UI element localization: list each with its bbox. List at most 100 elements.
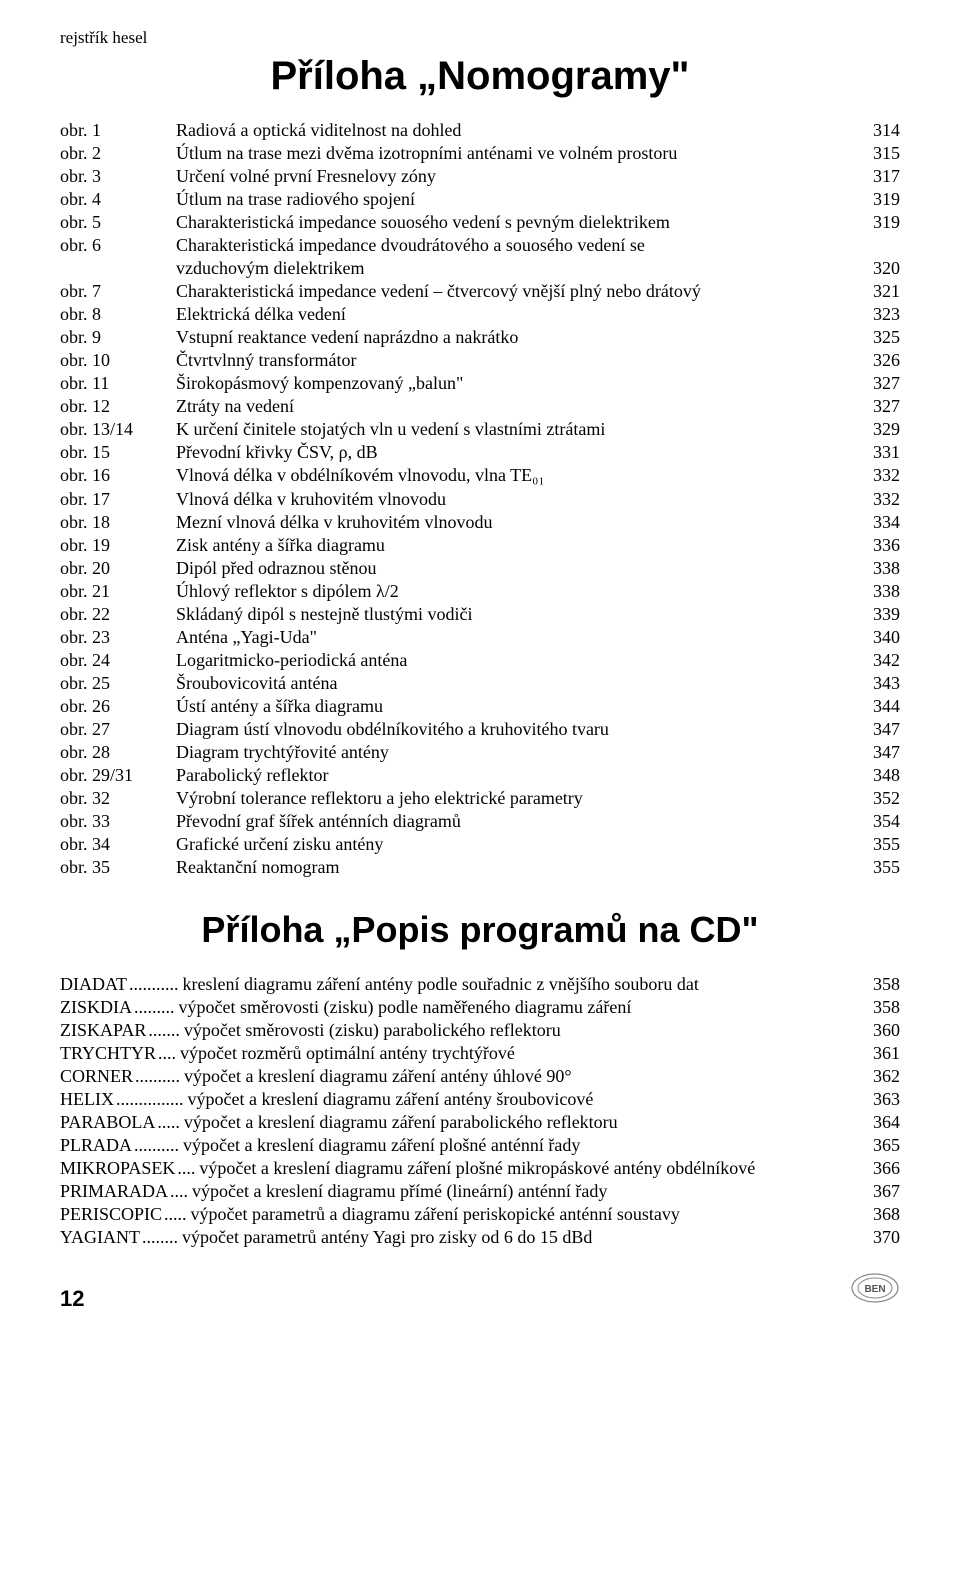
toc-key: obr. 13/14 [60, 418, 176, 441]
program-page: 358 [856, 996, 900, 1019]
toc-page: 334 [856, 511, 900, 534]
toc-key: obr. 20 [60, 557, 176, 580]
toc-page: 336 [856, 534, 900, 557]
toc-desc: Skládaný dipól s nestejně tlustými vodič… [176, 603, 856, 626]
program-name: TRYCHTYR [60, 1042, 156, 1065]
toc-row: obr. 23Anténa „Yagi-Uda"340 [60, 626, 900, 649]
toc-row: obr. 16Vlnová délka v obdélníkovém vlnov… [60, 464, 900, 487]
program-name: DIADAT [60, 973, 127, 996]
toc-page: 332 [856, 464, 900, 487]
program-row: PRIMARADA .... výpočet a kreslení diagra… [60, 1180, 900, 1203]
toc-page: 342 [856, 649, 900, 672]
toc-key: obr. 17 [60, 488, 176, 511]
leader-dots: ..... [162, 1203, 191, 1226]
toc-desc: Logaritmicko-periodická anténa [176, 649, 856, 672]
toc-row: obr. 7Charakteristická impedance vedení … [60, 280, 900, 303]
toc-desc: Útlum na trase mezi dvěma izotropními an… [176, 142, 856, 165]
program-page: 360 [856, 1019, 900, 1042]
program-row: PLRADA .......... výpočet a kreslení dia… [60, 1134, 900, 1157]
toc-row: obr. 1Radiová a optická viditelnost na d… [60, 119, 900, 142]
publisher-logo: BEN [850, 1269, 900, 1312]
toc-page: 327 [856, 395, 900, 418]
toc-row: obr. 15Převodní křivky ČSV, ρ, dB331 [60, 441, 900, 464]
toc-key: obr. 27 [60, 718, 176, 741]
toc-page: 348 [856, 764, 900, 787]
toc-desc: Ústí antény a šířka diagramu [176, 695, 856, 718]
ben-logo-icon: BEN [850, 1269, 900, 1307]
toc-page: 317 [856, 165, 900, 188]
document-page: rejstřík hesel Příloha „Nomogramy" obr. … [0, 0, 960, 1340]
program-page: 362 [856, 1065, 900, 1088]
program-page: 364 [856, 1111, 900, 1134]
toc-key: obr. 2 [60, 142, 176, 165]
program-desc: kreslení diagramu záření antény podle so… [183, 973, 857, 996]
toc-page: 344 [856, 695, 900, 718]
toc-desc: Elektrická délka vedení [176, 303, 856, 326]
program-page: 367 [856, 1180, 900, 1203]
leader-dots: .......... [132, 1134, 183, 1157]
toc-key: obr. 28 [60, 741, 176, 764]
leader-dots: .... [156, 1042, 180, 1065]
toc-desc: Útlum na trase radiového spojení [176, 188, 856, 211]
toc-row: obr. 3Určení volné první Fresnelovy zóny… [60, 165, 900, 188]
toc-row: obr. 33Převodní graf šířek anténních dia… [60, 810, 900, 833]
program-desc: výpočet a kreslení diagramu záření plošn… [199, 1157, 856, 1180]
program-name: MIKROPASEK [60, 1157, 175, 1180]
toc-desc: Grafické určení zisku antény [176, 833, 856, 856]
program-name: PLRADA [60, 1134, 132, 1157]
program-desc: výpočet parametrů a diagramu záření peri… [191, 1203, 856, 1226]
program-page: 363 [856, 1088, 900, 1111]
toc-row: obr. 26Ústí antény a šířka diagramu344 [60, 695, 900, 718]
toc-row: obr. 27Diagram ústí vlnovodu obdélníkovi… [60, 718, 900, 741]
leader-dots: ........... [127, 973, 183, 996]
toc-row: obr. 5Charakteristická impedance souoséh… [60, 211, 900, 234]
program-row: CORNER .......... výpočet a kreslení dia… [60, 1065, 900, 1088]
toc-key: obr. 10 [60, 349, 176, 372]
toc-key: obr. 4 [60, 188, 176, 211]
toc-page: 321 [856, 280, 900, 303]
sub-title: Příloha „Popis programů na CD" [60, 909, 900, 951]
toc-key: obr. 18 [60, 511, 176, 534]
leader-dots: ......... [132, 996, 179, 1019]
program-page: 368 [856, 1203, 900, 1226]
toc-row: obr. 19Zisk antény a šířka diagramu336 [60, 534, 900, 557]
program-page: 370 [856, 1226, 900, 1249]
toc-desc: Určení volné první Fresnelovy zóny [176, 165, 856, 188]
program-name: ZISKDIA [60, 996, 132, 1019]
program-desc: výpočet a kreslení diagramu záření plošn… [183, 1134, 856, 1157]
toc-key: obr. 34 [60, 833, 176, 856]
toc-key: obr. 25 [60, 672, 176, 695]
toc-desc: Výrobní tolerance reflektoru a jeho elek… [176, 787, 856, 810]
program-desc: výpočet směrovosti (zisku) podle naměřen… [179, 996, 857, 1019]
program-page: 358 [856, 973, 900, 996]
toc-desc: Šroubovicovitá anténa [176, 672, 856, 695]
program-desc: výpočet parametrů antény Yagi pro zisky … [182, 1226, 856, 1249]
toc-key: obr. 11 [60, 372, 176, 395]
toc-desc: Charakteristická impedance souosého vede… [176, 211, 856, 234]
toc-key: obr. 15 [60, 441, 176, 464]
toc-row: obr. 17Vlnová délka v kruhovitém vlnovod… [60, 488, 900, 511]
svg-text:BEN: BEN [864, 1284, 885, 1295]
toc-desc: Charakteristická impedance dvoudrátového… [176, 234, 856, 257]
program-name: HELIX [60, 1088, 114, 1111]
page-footer: 12 BEN [60, 1269, 900, 1312]
toc-key: obr. 1 [60, 119, 176, 142]
toc-desc: Parabolický reflektor [176, 764, 856, 787]
program-page: 361 [856, 1042, 900, 1065]
toc-page: 347 [856, 718, 900, 741]
toc-desc: Charakteristická impedance vedení – čtve… [176, 280, 856, 303]
toc-row: obr. 13/14K určení činitele stojatých vl… [60, 418, 900, 441]
toc-page: 347 [856, 741, 900, 764]
toc-desc: Diagram ústí vlnovodu obdélníkovitého a … [176, 718, 856, 741]
toc-key: obr. 3 [60, 165, 176, 188]
toc-page: 332 [856, 488, 900, 511]
toc-desc: Radiová a optická viditelnost na dohled [176, 119, 856, 142]
toc-desc: Vlnová délka v obdélníkovém vlnovodu, vl… [176, 464, 856, 487]
toc-row: obr. 8Elektrická délka vedení323 [60, 303, 900, 326]
program-desc: výpočet a kreslení diagramu záření parab… [184, 1111, 856, 1134]
leader-dots: .... [175, 1157, 199, 1180]
program-row: PERISCOPIC ..... výpočet parametrů a dia… [60, 1203, 900, 1226]
toc-desc: Převodní graf šířek anténních diagramů [176, 810, 856, 833]
toc-row: obr. 9Vstupní reaktance vedení naprázdno… [60, 326, 900, 349]
toc-page: 327 [856, 372, 900, 395]
